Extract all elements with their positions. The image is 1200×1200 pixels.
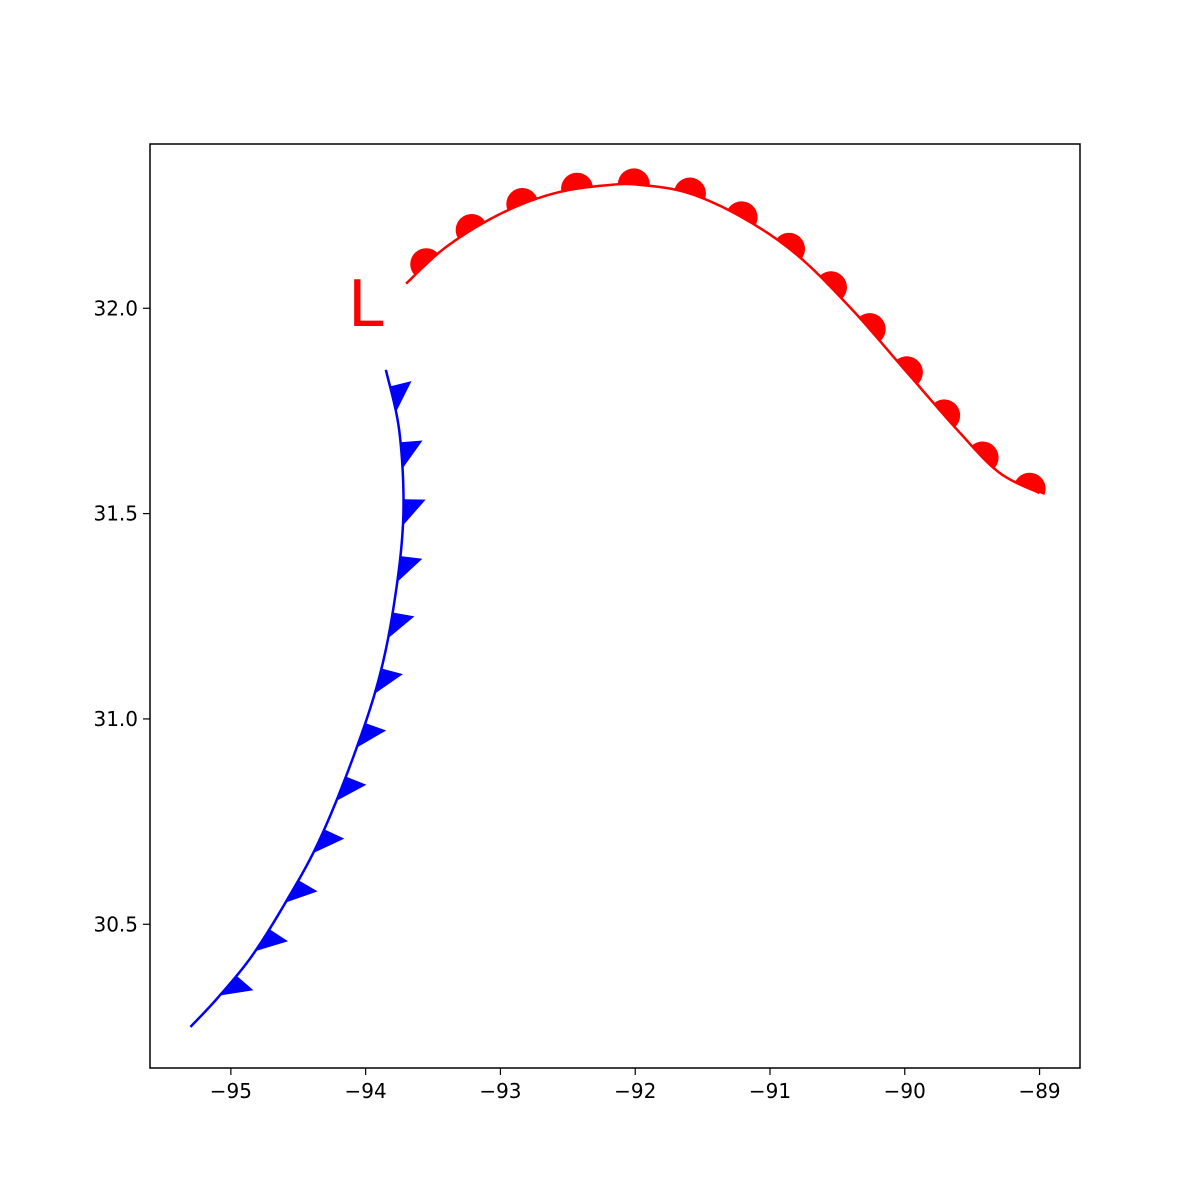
warm-front-semicircle xyxy=(410,248,438,276)
x-tick-label: −92 xyxy=(614,1079,656,1103)
x-tick-label: −91 xyxy=(749,1079,791,1103)
warm-front-semicircle xyxy=(617,168,650,186)
cold-front-triangle xyxy=(403,499,426,526)
warm-front-semicircle xyxy=(506,188,538,210)
warm-front-semicircle xyxy=(674,177,706,199)
cold-front-triangle xyxy=(356,723,387,748)
cold-front-triangle xyxy=(285,880,318,903)
cold-front-triangle xyxy=(390,381,412,412)
x-tick-label: −89 xyxy=(1018,1079,1060,1103)
warm-front-semicircle xyxy=(859,313,886,342)
warm-front-semicircle xyxy=(776,232,805,259)
x-tick-label: −94 xyxy=(345,1079,387,1103)
x-tick-label: −93 xyxy=(479,1079,521,1103)
warm-front-semicircle xyxy=(971,441,999,469)
y-tick-label: 30.5 xyxy=(93,912,138,936)
cold-front-triangle xyxy=(313,829,345,854)
warm-front-semicircle xyxy=(561,172,593,192)
cold-front-triangle xyxy=(336,776,367,801)
cold-front-triangle xyxy=(400,440,423,469)
front-series-group xyxy=(189,168,1046,1028)
x-tick-label: −90 xyxy=(884,1079,926,1103)
y-tick-label: 31.0 xyxy=(93,707,138,731)
cold-front-triangle xyxy=(374,668,403,694)
cold-front-triangle xyxy=(397,556,423,582)
warm-front-semicircle xyxy=(1014,472,1046,495)
warm-front-semicircle xyxy=(896,356,923,385)
axes: −95 −94 −93 −92 −91 −90 −89 30.5 31.0 31.5 32.0 xyxy=(93,143,1081,1103)
warm-front-semicircle xyxy=(819,271,847,299)
axes-frame xyxy=(149,143,1081,1069)
plot-area: L xyxy=(189,168,1046,1028)
cold-front-triangle xyxy=(255,929,289,952)
cold-front-line xyxy=(189,369,405,1028)
y-tick-label: 32.0 xyxy=(93,296,138,320)
y-tick-label: 31.5 xyxy=(93,502,138,526)
cold-front-triangle xyxy=(388,612,415,639)
warm-front-semicircle xyxy=(727,201,758,226)
low-pressure-label: L xyxy=(348,268,384,342)
cold-front-triangle xyxy=(219,975,254,996)
warm-front-semicircle xyxy=(455,213,486,239)
warm-front-semicircle xyxy=(933,399,961,428)
x-tick-label: −95 xyxy=(210,1079,252,1103)
